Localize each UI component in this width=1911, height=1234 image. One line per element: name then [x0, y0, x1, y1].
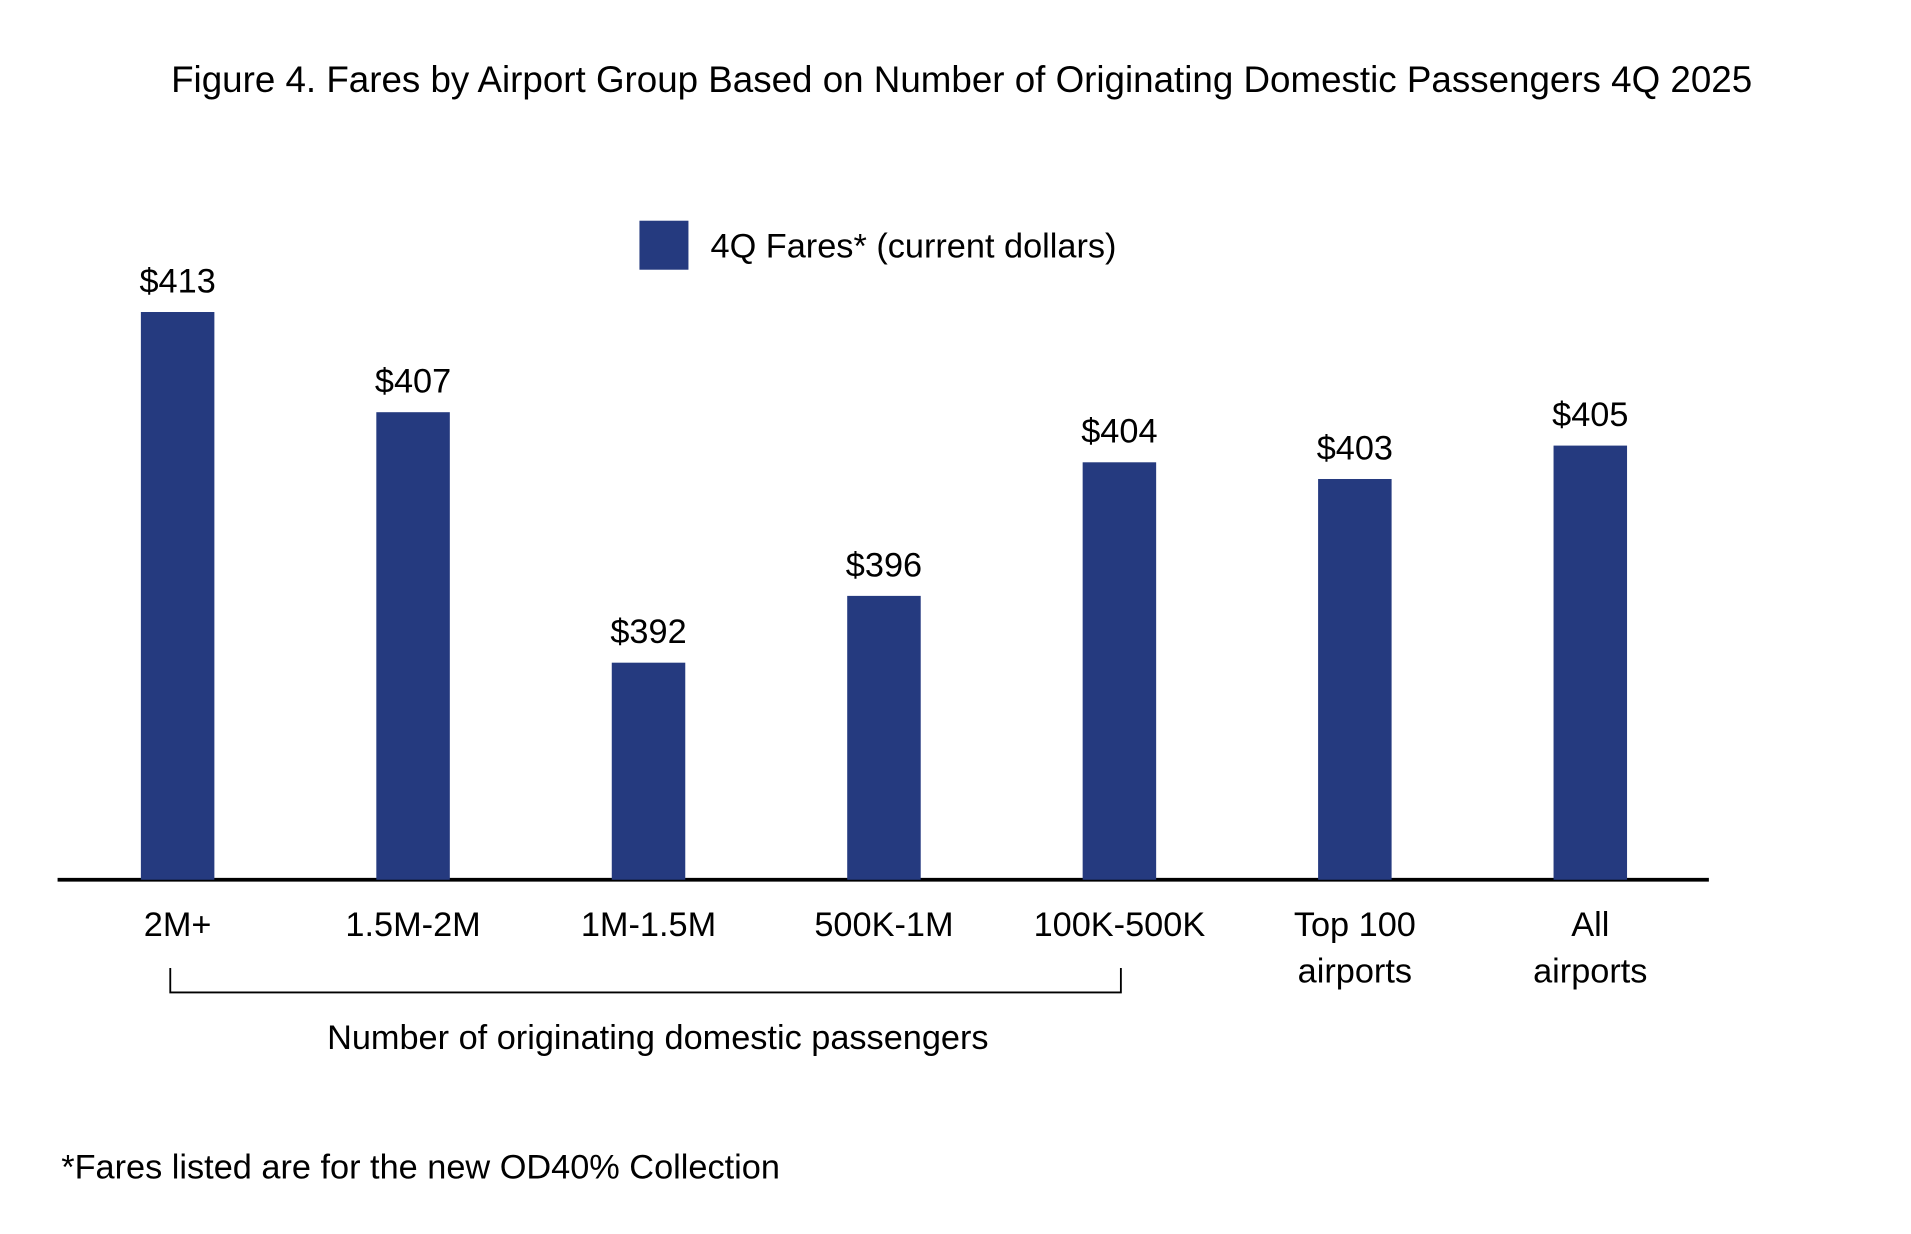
value-label: $403	[1317, 429, 1393, 467]
bar	[376, 412, 450, 880]
bar	[1553, 445, 1628, 880]
bar	[1082, 462, 1157, 880]
group-label: Number of originating domestic passenger…	[327, 1019, 989, 1057]
x-tick-label: 1.5M-2M	[345, 906, 480, 944]
x-tick-label: 2M+	[144, 906, 212, 944]
bar	[847, 595, 921, 880]
value-label: $413	[139, 262, 215, 300]
value-label: $404	[1081, 413, 1157, 451]
legend-label: 4Q Fares* (current dollars)	[711, 227, 1117, 265]
bar	[611, 662, 686, 880]
legend-swatch	[639, 220, 689, 270]
bar	[140, 312, 215, 880]
x-tick-label: 500K-1M	[814, 906, 953, 944]
x-tick-label: Top 100 airports	[1294, 906, 1416, 991]
bar	[1318, 478, 1392, 880]
x-tick-label: All airports	[1533, 906, 1647, 991]
x-tick-label: 100K-500K	[1034, 906, 1206, 944]
x-tick-label: 1M-1.5M	[581, 906, 716, 944]
chart-title: Figure 4. Fares by Airport Group Based o…	[171, 59, 1752, 100]
value-label: $392	[610, 613, 686, 651]
value-label: $407	[375, 363, 451, 401]
value-label: $405	[1552, 396, 1628, 434]
group-bracket	[169, 967, 1122, 994]
value-label: $396	[846, 546, 922, 584]
footnote: *Fares listed are for the new OD40% Coll…	[61, 1149, 780, 1187]
